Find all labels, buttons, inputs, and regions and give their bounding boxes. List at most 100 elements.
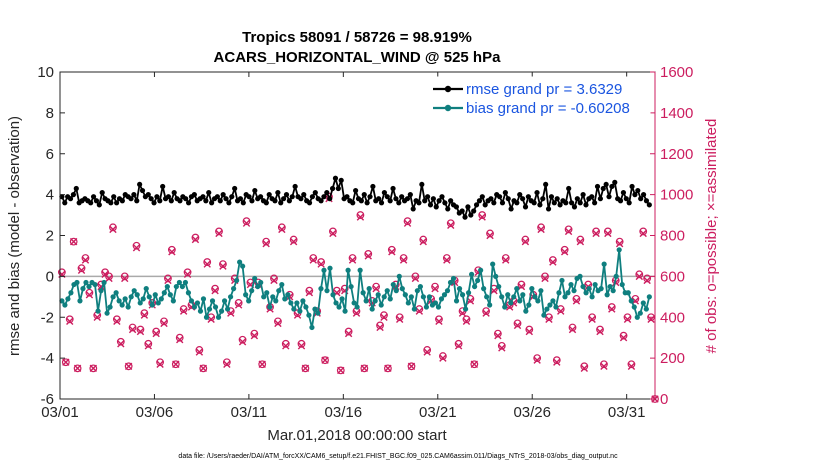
rmse-point <box>520 196 526 202</box>
rmse-point <box>502 189 508 196</box>
obs-possible-marker <box>329 227 337 236</box>
obs-possible-marker <box>435 315 443 324</box>
obs-x-stroke <box>553 358 561 366</box>
obs-x-stroke <box>568 325 577 334</box>
rmse-point <box>540 196 546 202</box>
rmse-point <box>453 204 459 210</box>
rmse-point <box>623 196 629 202</box>
rmse-point <box>422 198 428 204</box>
bias-point <box>450 275 457 282</box>
obs-possible-marker <box>164 274 172 283</box>
rmse-point <box>646 202 652 208</box>
obs-assimilated-marker <box>344 329 353 338</box>
bias-point <box>511 294 517 300</box>
right-tick-label: 0 <box>660 391 668 408</box>
obs-assimilated-marker <box>360 364 369 373</box>
bias-point <box>101 279 107 286</box>
bias-point <box>447 279 454 286</box>
obs-assimilated-marker <box>69 237 78 246</box>
obs-assimilated-marker <box>635 272 643 281</box>
obs-x-stroke <box>81 256 90 264</box>
obs-possible-marker <box>482 307 491 316</box>
obs-possible-marker <box>607 303 616 311</box>
bias-point <box>342 308 348 314</box>
bias-point <box>339 296 345 302</box>
bias-point <box>267 304 273 310</box>
obs-x-stroke <box>545 315 553 323</box>
obs-assimilated-marker <box>183 270 192 279</box>
bias-point <box>321 267 327 273</box>
rmse-point <box>473 202 480 208</box>
obs-possible-marker <box>297 339 306 348</box>
obs-possible-marker <box>360 364 369 373</box>
obs-x-stroke <box>270 276 278 285</box>
obs-possible-marker <box>73 364 82 373</box>
obs-assimilated-marker <box>337 366 345 375</box>
rmse-point <box>407 192 413 198</box>
rmse-point <box>108 200 114 206</box>
obs-possible-marker <box>274 317 282 326</box>
bias-point <box>493 273 499 279</box>
obs-assimilated-marker <box>564 227 573 236</box>
obs-possible-marker <box>564 225 573 234</box>
rmse-point <box>183 196 189 202</box>
bias-point <box>104 310 110 316</box>
rmse-point <box>165 194 172 200</box>
bias-point <box>462 306 469 312</box>
rmse-point <box>67 196 74 202</box>
obs-possible-marker <box>289 235 298 244</box>
obs-x-stroke <box>364 252 372 260</box>
bias-point <box>234 277 240 284</box>
obs-x-stroke <box>360 364 369 373</box>
obs-assimilated-marker <box>85 291 94 299</box>
rmse-point <box>410 206 416 212</box>
obs-assimilated-marker <box>608 305 616 313</box>
obs-assimilated-marker <box>478 213 486 221</box>
obs-assimilated-marker <box>384 364 392 373</box>
obs-x-stroke <box>435 317 443 326</box>
bias-point <box>468 271 475 277</box>
rmse-point <box>427 202 434 208</box>
rmse-point <box>626 200 632 206</box>
bias-series <box>59 247 652 331</box>
obs-assimilated-marker <box>152 329 160 338</box>
rmse-point <box>111 194 117 200</box>
rmse-point <box>171 189 177 196</box>
obs-assimilated-marker <box>262 239 270 248</box>
obs-x-stroke <box>639 229 647 238</box>
bias-point <box>179 283 185 290</box>
rmse-point <box>525 194 531 200</box>
obs-possible-marker <box>486 229 494 238</box>
bias-point <box>372 298 378 304</box>
obs-assimilated-marker <box>576 237 585 246</box>
obs-x-stroke <box>77 266 86 274</box>
obs-x-stroke <box>494 331 502 340</box>
rmse-point <box>594 183 601 190</box>
obs-assimilated-marker <box>348 256 357 264</box>
obs-possible-marker <box>380 311 388 320</box>
bias-point <box>478 267 484 273</box>
bias-point <box>517 298 523 304</box>
obs-possible-marker <box>69 237 78 246</box>
rmse-point <box>425 194 431 200</box>
rmse-point <box>491 200 497 206</box>
bias-point <box>640 300 646 306</box>
obs-x-stroke <box>604 229 612 238</box>
obs-x-stroke <box>627 362 636 370</box>
bias-point <box>408 294 414 300</box>
obs-assimilated-marker <box>191 235 200 244</box>
obs-x-stroke <box>557 307 565 315</box>
rmse-point <box>217 198 223 204</box>
rmse-point <box>640 192 647 198</box>
obs-possible-marker <box>57 268 66 277</box>
obs-possible-marker <box>572 294 581 303</box>
obs-possible-marker <box>112 315 121 324</box>
obs-possible-marker <box>431 282 439 291</box>
obs-x-stroke <box>66 317 74 326</box>
obs-possible-marker <box>580 362 589 371</box>
bias-point <box>261 294 267 300</box>
bias-point <box>131 288 137 294</box>
rmse-point <box>278 200 284 206</box>
rmse-point <box>517 192 523 198</box>
